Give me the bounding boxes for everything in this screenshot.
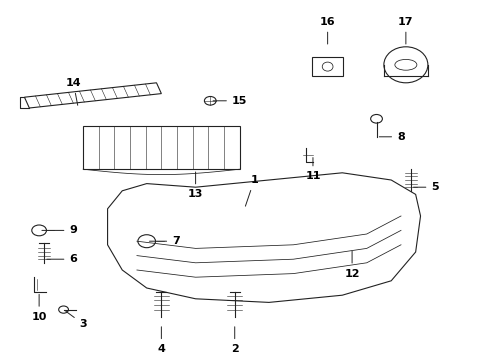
Text: 3: 3	[66, 311, 87, 329]
Text: 10: 10	[31, 294, 47, 322]
Text: 13: 13	[187, 172, 203, 199]
Text: 6: 6	[47, 254, 77, 264]
Text: 7: 7	[149, 236, 180, 246]
Text: 1: 1	[245, 175, 258, 206]
Text: 14: 14	[65, 78, 81, 105]
Text: 2: 2	[230, 327, 238, 354]
Text: 17: 17	[397, 17, 413, 44]
Text: 4: 4	[157, 327, 165, 354]
Text: 8: 8	[379, 132, 404, 142]
Text: 9: 9	[42, 225, 77, 235]
Text: 5: 5	[413, 182, 438, 192]
Text: 15: 15	[213, 96, 247, 106]
Text: 11: 11	[305, 158, 320, 181]
Text: 16: 16	[319, 17, 335, 44]
Text: 12: 12	[344, 251, 359, 279]
